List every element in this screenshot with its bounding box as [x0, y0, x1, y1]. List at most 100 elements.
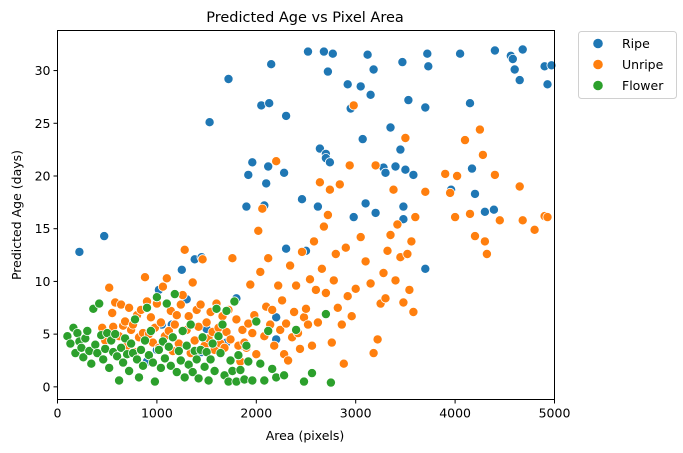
data-point-unripe-129: [368, 348, 379, 359]
data-point-unripe-149: [440, 168, 451, 179]
data-point-unripe-114: [328, 275, 339, 286]
legend-box: [578, 31, 677, 99]
plot-frame: [57, 30, 555, 400]
data-point-unripe-77: [255, 266, 266, 277]
data-point-ripe-27: [312, 201, 323, 212]
data-point-unripe-108: [316, 263, 327, 274]
legend-marker-unripe: [592, 58, 604, 71]
data-point-unripe-157: [477, 149, 488, 160]
data-point-flower-70: [203, 375, 214, 386]
data-point-unripe-106: [312, 317, 323, 328]
data-point-ripe-57: [420, 263, 431, 274]
data-point-unripe-27: [155, 317, 166, 328]
data-point-unripe-68: [237, 324, 248, 335]
legend-marker-ripe: [592, 37, 604, 50]
data-point-flower-20: [104, 362, 115, 373]
data-point-flower-62: [187, 367, 198, 378]
data-point-unripe-105: [310, 284, 321, 295]
data-point-unripe-3: [107, 307, 118, 318]
data-point-unripe-150: [445, 187, 456, 198]
data-point-flower-27: [118, 357, 129, 368]
data-point-unripe-81: [263, 253, 274, 264]
data-point-ripe-19: [266, 59, 277, 70]
data-point-ripe-9: [223, 74, 234, 85]
data-point-unripe-127: [360, 256, 371, 267]
data-point-ripe-46: [380, 167, 391, 178]
data-point-unripe-100: [300, 303, 311, 314]
data-point-ripe-76: [546, 60, 557, 71]
data-point-ripe-54: [403, 95, 414, 106]
data-point-unripe-75: [251, 349, 262, 360]
data-point-flower-35: [133, 372, 144, 383]
data-point-ripe-43: [368, 64, 379, 75]
data-point-flower-24: [112, 351, 123, 362]
y-axis-title: Predicted Age (days): [9, 150, 24, 280]
data-point-ripe-70: [507, 54, 518, 65]
x-tick-label: 0: [54, 406, 62, 421]
data-point-unripe-111: [322, 209, 333, 220]
data-point-unripe-98: [296, 246, 307, 257]
data-point-unripe-154: [464, 208, 475, 219]
data-point-unripe-47: [195, 299, 206, 310]
data-point-ripe-72: [514, 75, 525, 86]
data-point-ripe-64: [466, 163, 477, 174]
data-point-unripe-151: [450, 212, 461, 223]
data-point-ripe-22: [281, 110, 292, 121]
data-point-ripe-0: [74, 246, 85, 257]
data-point-unripe-139: [392, 219, 403, 230]
data-point-ripe-35: [342, 79, 353, 90]
data-point-flower-48: [159, 353, 170, 364]
data-point-unripe-91: [283, 355, 294, 366]
data-point-unripe-153: [459, 135, 470, 146]
data-point-flower-68: [199, 361, 210, 372]
data-point-flower-11: [86, 358, 97, 369]
data-point-unripe-43: [187, 277, 198, 288]
data-point-ripe-8: [204, 117, 215, 128]
data-point-flower-39: [141, 302, 152, 313]
data-point-unripe-138: [390, 275, 401, 286]
data-point-unripe-63: [227, 253, 238, 264]
data-point-flower-61: [185, 319, 196, 330]
data-point-unripe-19: [139, 272, 150, 283]
data-point-flower-64: [191, 354, 202, 365]
data-point-flower-41: [145, 325, 156, 336]
y-tick-label: 30: [35, 63, 51, 78]
data-point-ripe-5: [176, 264, 187, 275]
data-point-ripe-73: [517, 44, 528, 55]
data-point-unripe-37: [175, 299, 186, 310]
y-tick-label: 0: [43, 379, 51, 394]
data-point-unripe-104: [308, 236, 319, 247]
data-point-unripe-92: [285, 260, 296, 271]
data-point-flower-74: [211, 303, 222, 314]
data-point-flower-89: [243, 356, 254, 367]
data-point-ripe-63: [464, 98, 475, 109]
x-tick-label: 1000: [141, 406, 173, 421]
x-tick-label: 2000: [240, 406, 272, 421]
data-point-unripe-119: [338, 358, 349, 369]
data-point-flower-38: [139, 335, 150, 346]
legend-marker-flower: [592, 79, 604, 92]
data-point-ripe-34: [327, 48, 338, 59]
data-point-flower-30: [124, 365, 135, 376]
data-point-unripe-162: [514, 181, 525, 192]
data-point-ripe-12: [243, 169, 254, 180]
data-point-unripe-155: [469, 231, 480, 242]
data-point-unripe-161: [494, 215, 505, 226]
data-point-flower-45: [153, 344, 164, 355]
data-point-ripe-13: [247, 157, 258, 168]
data-point-flower-36: [135, 344, 146, 355]
data-point-unripe-73: [247, 328, 258, 339]
data-point-unripe-128: [365, 278, 376, 289]
data-point-unripe-76: [253, 225, 264, 236]
data-point-ripe-41: [362, 49, 373, 60]
data-point-unripe-30: [161, 273, 172, 284]
data-point-flower-52: [167, 332, 178, 343]
data-point-flower-42: [147, 357, 158, 368]
data-point-flower-90: [247, 375, 258, 386]
data-point-unripe-147: [410, 212, 421, 223]
data-point-unripe-84: [269, 340, 280, 351]
data-point-ripe-50: [397, 57, 408, 68]
data-point-ripe-26: [302, 46, 313, 57]
data-point-unripe-41: [183, 311, 194, 322]
data-point-flower-9: [82, 325, 93, 336]
